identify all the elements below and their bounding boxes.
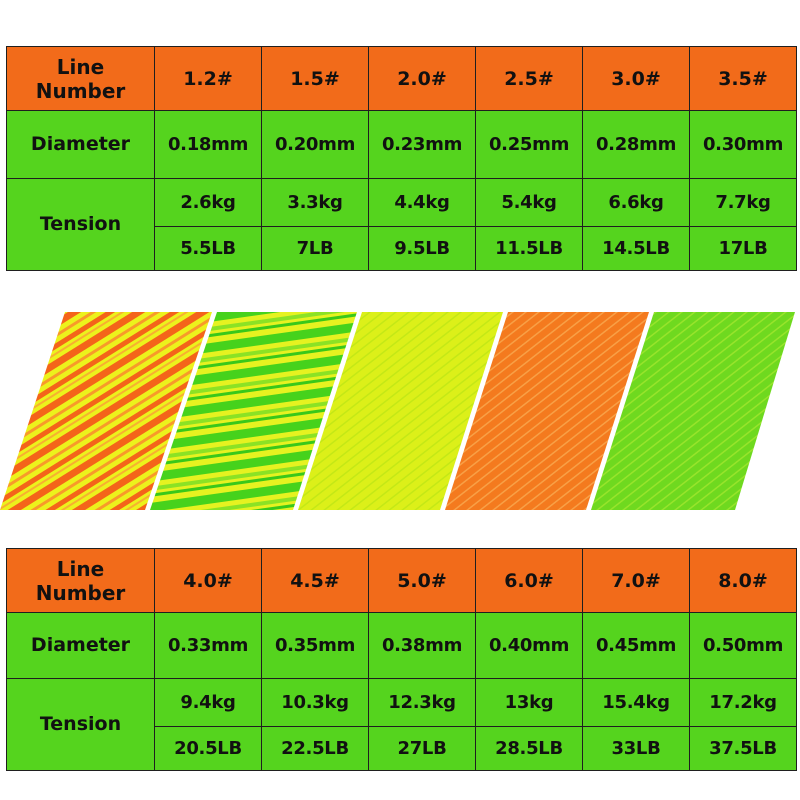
line-number-cell: 5.0# (368, 548, 476, 613)
tension-kg-cell: 17.2kg (689, 678, 797, 727)
line-number-cell: 2.5# (475, 46, 583, 111)
tension-lb-cell: 11.5LB (475, 226, 583, 271)
spec-table-top: Line Number 1.2# 1.5# 2.0# 2.5# 3.0# 3.5… (6, 46, 797, 271)
swatch-green-yellow (150, 312, 357, 510)
diameter-cell: 0.45mm (582, 612, 690, 679)
tension-lb-cell: 14.5LB (582, 226, 690, 271)
tension-label: Tension (6, 678, 155, 771)
tension-kg-cell: 4.4kg (368, 178, 476, 227)
tension-lb-cell: 17LB (689, 226, 797, 271)
tension-label: Tension (6, 178, 155, 271)
tension-lb-cell: 5.5LB (154, 226, 262, 271)
line-number-cell: 3.5# (689, 46, 797, 111)
diameter-label: Diameter (6, 110, 155, 179)
swatch-yellow (298, 312, 503, 510)
diameter-cell: 0.23mm (368, 110, 476, 179)
tension-lb-cell: 28.5LB (475, 726, 583, 771)
line-number-cell: 1.5# (261, 46, 369, 111)
tension-kg-cell: 2.6kg (154, 178, 262, 227)
line-number-cell: 3.0# (582, 46, 690, 111)
tension-lb-cell: 7LB (261, 226, 369, 271)
tension-lb-cell: 37.5LB (689, 726, 797, 771)
diameter-cell: 0.50mm (689, 612, 797, 679)
swatch-yellow-orange (0, 312, 212, 510)
tension-kg-cell: 10.3kg (261, 678, 369, 727)
diameter-cell: 0.38mm (368, 612, 476, 679)
tension-kg-cell: 12.3kg (368, 678, 476, 727)
tension-kg-cell: 13kg (475, 678, 583, 727)
line-color-swatches (0, 312, 795, 510)
swatch-green (591, 312, 795, 510)
diameter-cell: 0.18mm (154, 110, 262, 179)
line-number-label: Line Number (6, 548, 155, 613)
diameter-cell: 0.20mm (261, 110, 369, 179)
tension-lb-cell: 27LB (368, 726, 476, 771)
tension-kg-cell: 9.4kg (154, 678, 262, 727)
diameter-cell: 0.28mm (582, 110, 690, 179)
line-number-label: Line Number (6, 46, 155, 111)
diameter-cell: 0.25mm (475, 110, 583, 179)
diameter-cell: 0.35mm (261, 612, 369, 679)
tension-lb-cell: 33LB (582, 726, 690, 771)
tension-kg-cell: 5.4kg (475, 178, 583, 227)
tension-kg-cell: 15.4kg (582, 678, 690, 727)
line-number-cell: 4.5# (261, 548, 369, 613)
line-number-cell: 8.0# (689, 548, 797, 613)
diameter-cell: 0.33mm (154, 612, 262, 679)
line-number-cell: 2.0# (368, 46, 476, 111)
diameter-cell: 0.40mm (475, 612, 583, 679)
tension-lb-cell: 20.5LB (154, 726, 262, 771)
line-number-cell: 6.0# (475, 548, 583, 613)
tension-kg-cell: 3.3kg (261, 178, 369, 227)
tension-lb-cell: 22.5LB (261, 726, 369, 771)
line-number-cell: 1.2# (154, 46, 262, 111)
swatch-orange (445, 312, 649, 510)
tension-kg-cell: 6.6kg (582, 178, 690, 227)
diameter-cell: 0.30mm (689, 110, 797, 179)
spec-table-bottom: Line Number 4.0# 4.5# 5.0# 6.0# 7.0# 8.0… (6, 548, 797, 771)
tension-lb-cell: 9.5LB (368, 226, 476, 271)
line-number-cell: 7.0# (582, 548, 690, 613)
tension-kg-cell: 7.7kg (689, 178, 797, 227)
diameter-label: Diameter (6, 612, 155, 679)
line-number-cell: 4.0# (154, 548, 262, 613)
